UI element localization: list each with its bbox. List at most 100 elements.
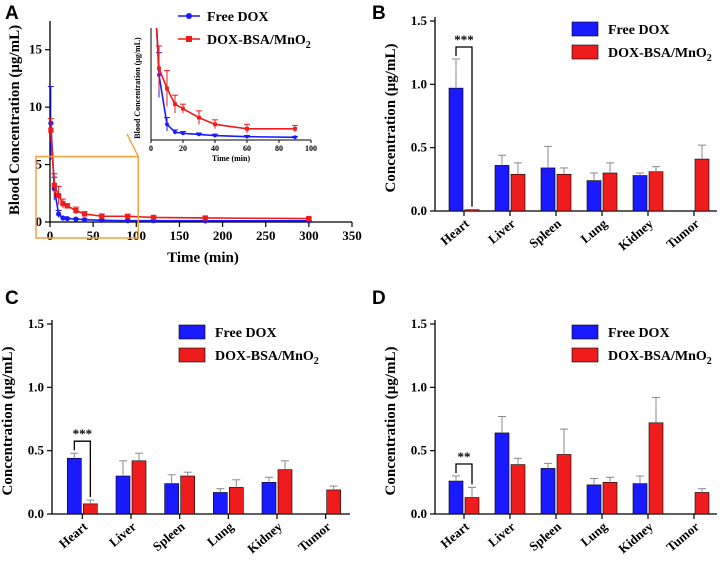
significance-stars: *** [73,426,93,441]
y-tick-label: 1.5 [411,316,428,331]
significance-bracket [455,46,473,207]
point-dox-inset [173,102,177,107]
legend-swatch-dox [178,347,206,363]
x-tick-label: 350 [342,228,362,243]
bar-free-heart [448,87,464,212]
inset-x-tick-label: 40 [211,144,219,153]
point-dox [81,211,88,217]
category-label-kidney: Kidney [244,518,285,556]
x-tick-label: 200 [213,228,233,243]
bar-free-lung [586,484,602,515]
bar-free-lung [213,492,228,515]
point-free [64,215,70,222]
x-tick-label: 300 [299,228,319,243]
y-axis-label: Concentration (μg/mL) [0,347,16,496]
bar-free-liver [494,165,510,212]
x-tick-label: 0 [47,228,54,243]
y-axis-label: Blood Concentration (μg/mL) [7,25,23,215]
bar-free-spleen [540,167,556,212]
point-free [99,217,105,223]
y-tick-label: 5 [36,157,43,172]
category-label-kidney: Kidney [615,518,656,556]
series-line-free-inset [155,28,296,139]
category-label-heart: Heart [437,518,472,551]
category-label-liver: Liver [485,216,518,247]
legend-swatch-dox [571,347,599,363]
inset-x-tick-label: 100 [305,144,317,153]
x-tick-label: 250 [256,228,276,243]
point-free-inset [197,132,201,137]
legend: Free DOX DOX-BSA/MnO2 [178,10,311,51]
category-label-tumor: Tumor [663,216,702,252]
category-label-spleen: Spleen [150,518,188,554]
inset-background [151,28,311,140]
category-label-lung: Lung [578,215,611,246]
category-label-tumor: Tumor [663,519,702,555]
legend-label-free: Free DOX [608,326,670,341]
series-line-dox-inset [155,28,295,130]
point-dox [150,214,157,221]
bar-dox-liver [510,173,526,212]
x-tick-label: 50 [87,228,100,243]
panel-d: D 0.0 0.5 1.0 1.5 Concentration (μg/mL) Heart L… [372,288,717,556]
y-tick-label: 1.5 [411,13,428,28]
category-label-kidney: Kidney [615,215,656,253]
point-dox [64,203,70,209]
bar-free-lung [586,180,602,212]
bar-free-spleen [540,468,556,515]
x-tick-label: 150 [170,228,190,243]
inset-x-tick-label: 0 [149,144,153,153]
significance-stars: *** [454,32,474,47]
significance-bracket [73,440,91,498]
y-tick-label: 0.0 [411,506,427,521]
bar-dox-heart [83,503,98,515]
point-dox [48,127,54,133]
point-dox [306,215,312,222]
legend-marker-dox [186,36,192,42]
bar-dox-liver [510,464,526,515]
bar-dox-lung [602,172,618,212]
bar-dox-heart [464,497,480,515]
y-tick-label: 0 [36,214,43,229]
y-axis-label: Concentration (μg/mL) [383,347,399,496]
bar-dox-heart [464,209,480,212]
point-dox-inset [197,115,201,120]
point-dox [56,192,62,199]
point-free-inset [213,133,217,138]
point-dox-inset [213,122,217,127]
bar-dox-kidney [648,422,664,515]
point-dox [51,182,57,188]
legend-label-free: Free DOX [215,326,277,341]
point-free-inset [245,134,249,139]
point-dox [73,207,79,214]
y-tick-label: 10 [29,99,42,114]
bar-free-heart [448,480,464,515]
inset-x-tick-label: 20 [179,144,187,153]
legend-swatch-free [571,21,599,37]
y-tick-label: 15 [29,42,43,57]
point-free [73,216,79,222]
bar-dox-kidney [277,469,293,515]
category-label-heart: Heart [437,215,472,248]
x-tick-label: 100 [127,228,147,243]
bar-free-spleen [164,483,179,515]
legend-swatch-free [178,324,206,340]
bar-dox-lung [602,482,618,515]
bar-free-kidney [632,483,648,515]
bar-dox-spleen [180,475,195,515]
point-free [56,211,62,217]
category-label-heart: Heart [56,518,91,551]
y-tick-label: 0.5 [411,140,428,155]
legend-label-dox: DOX-BSA/MnO2 [215,349,319,367]
significance-stars: ** [458,449,471,464]
inset-x-axis-label: Time (min) [212,154,251,163]
legend-swatch-dox [571,44,599,60]
category-label-lung: Lung [578,518,611,549]
category-label-liver: Liver [106,519,139,550]
category-label-lung: Lung [204,518,237,549]
bar-free-kidney [632,175,648,212]
point-dox-inset [181,106,185,111]
point-dox-inset [293,126,297,131]
